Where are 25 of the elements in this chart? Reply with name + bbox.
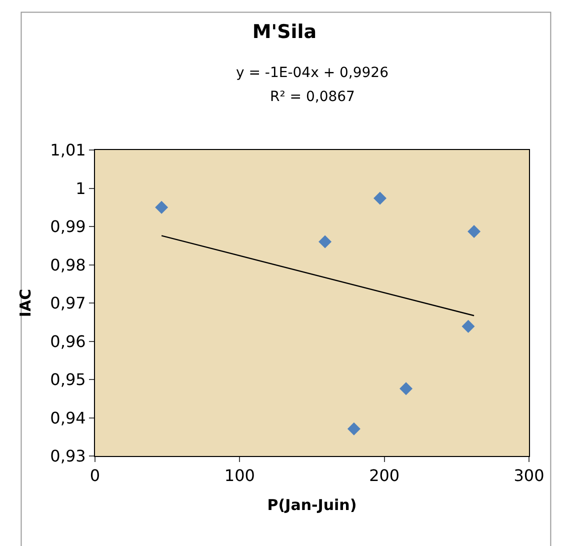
y-tick-label: 0,95 — [50, 370, 86, 390]
point — [400, 382, 413, 396]
y-tick-label: 0,97 — [50, 294, 86, 313]
x-tick-label: 300 — [514, 466, 544, 486]
x-tick-label: 200 — [369, 466, 400, 486]
y-tick-label: 0,98 — [50, 255, 86, 274]
y-tick-label: 0,99 — [50, 217, 86, 236]
point — [468, 224, 481, 238]
y-tick-label: 0,93 — [50, 446, 86, 466]
point — [155, 200, 168, 214]
y-tick-label: 0,96 — [50, 332, 86, 351]
point — [347, 422, 360, 436]
x-tick-label: 0 — [90, 466, 100, 486]
x-tick-label: 100 — [224, 466, 255, 486]
point — [462, 320, 475, 333]
x-axis-title: P(Jan-Juin) — [267, 496, 357, 514]
text: R² = 0,0867 — [270, 89, 355, 105]
y-tick-label: 0,94 — [50, 408, 86, 428]
y-axis-title: IAC — [16, 288, 34, 318]
point — [318, 235, 332, 248]
point — [373, 192, 386, 205]
y-tick-label: 1,01 — [50, 140, 86, 160]
y-tick-label: 1 — [76, 178, 86, 198]
chart-title: M'Sila — [252, 20, 317, 43]
text: y = -1E-04x + 0,9926 — [236, 65, 389, 81]
